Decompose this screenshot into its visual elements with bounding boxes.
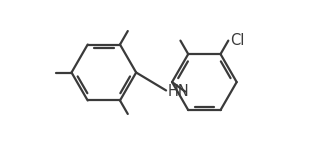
Text: HN: HN	[167, 84, 189, 99]
Text: Cl: Cl	[230, 33, 244, 48]
